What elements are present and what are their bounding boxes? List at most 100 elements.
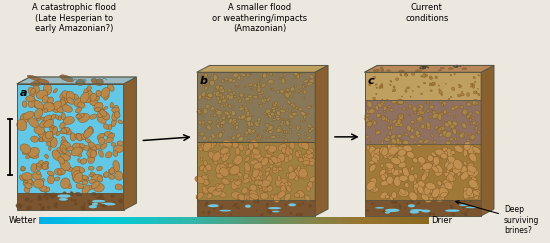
Ellipse shape — [262, 184, 268, 192]
Ellipse shape — [57, 148, 65, 154]
Ellipse shape — [211, 73, 213, 76]
Ellipse shape — [426, 122, 430, 128]
FancyBboxPatch shape — [310, 217, 312, 224]
Ellipse shape — [466, 139, 470, 142]
Ellipse shape — [31, 164, 37, 172]
Ellipse shape — [410, 120, 415, 124]
Ellipse shape — [268, 114, 272, 118]
Ellipse shape — [65, 182, 72, 189]
Ellipse shape — [394, 206, 397, 207]
Ellipse shape — [60, 178, 70, 189]
FancyBboxPatch shape — [41, 217, 43, 224]
Ellipse shape — [45, 131, 53, 139]
FancyBboxPatch shape — [356, 217, 358, 224]
FancyBboxPatch shape — [334, 217, 335, 224]
Ellipse shape — [24, 180, 28, 183]
Ellipse shape — [468, 206, 472, 210]
Ellipse shape — [381, 117, 386, 121]
Ellipse shape — [60, 142, 70, 150]
Ellipse shape — [302, 202, 304, 205]
Ellipse shape — [410, 200, 414, 203]
Ellipse shape — [231, 127, 234, 129]
FancyBboxPatch shape — [156, 217, 157, 224]
Ellipse shape — [248, 145, 255, 149]
Ellipse shape — [55, 177, 60, 181]
FancyBboxPatch shape — [424, 217, 425, 224]
Ellipse shape — [468, 192, 476, 198]
Ellipse shape — [283, 131, 285, 133]
Ellipse shape — [299, 107, 302, 111]
Ellipse shape — [236, 207, 238, 209]
Ellipse shape — [398, 149, 406, 156]
Ellipse shape — [87, 127, 92, 131]
Ellipse shape — [369, 141, 371, 143]
FancyBboxPatch shape — [76, 217, 78, 224]
Ellipse shape — [108, 124, 112, 130]
Ellipse shape — [398, 177, 403, 182]
Ellipse shape — [237, 195, 242, 200]
FancyBboxPatch shape — [318, 217, 320, 224]
FancyBboxPatch shape — [376, 217, 377, 224]
Ellipse shape — [382, 99, 383, 100]
Ellipse shape — [235, 181, 241, 185]
Ellipse shape — [440, 192, 448, 197]
FancyBboxPatch shape — [197, 217, 199, 224]
Ellipse shape — [44, 192, 49, 196]
Ellipse shape — [372, 76, 376, 79]
FancyBboxPatch shape — [365, 217, 367, 224]
Ellipse shape — [72, 166, 80, 177]
Ellipse shape — [248, 128, 252, 134]
Ellipse shape — [376, 113, 381, 117]
Ellipse shape — [276, 115, 280, 120]
Ellipse shape — [418, 157, 425, 164]
FancyBboxPatch shape — [280, 217, 282, 224]
Ellipse shape — [367, 122, 372, 127]
Ellipse shape — [228, 95, 233, 100]
FancyBboxPatch shape — [349, 217, 351, 224]
Ellipse shape — [395, 100, 398, 103]
Ellipse shape — [299, 175, 304, 179]
Ellipse shape — [441, 153, 448, 159]
Ellipse shape — [290, 95, 293, 97]
Ellipse shape — [469, 123, 471, 124]
Ellipse shape — [417, 116, 422, 121]
Ellipse shape — [383, 106, 387, 111]
Ellipse shape — [280, 186, 286, 193]
Ellipse shape — [266, 202, 269, 207]
Ellipse shape — [227, 89, 231, 92]
Ellipse shape — [393, 200, 398, 204]
Ellipse shape — [469, 180, 477, 188]
Ellipse shape — [250, 197, 254, 201]
Ellipse shape — [412, 106, 416, 111]
Ellipse shape — [31, 136, 38, 142]
Ellipse shape — [250, 73, 252, 75]
Ellipse shape — [282, 118, 284, 120]
Ellipse shape — [215, 92, 220, 96]
Ellipse shape — [81, 205, 86, 211]
Ellipse shape — [366, 181, 376, 190]
Ellipse shape — [295, 151, 299, 158]
Ellipse shape — [477, 93, 480, 96]
FancyBboxPatch shape — [74, 217, 75, 224]
Ellipse shape — [267, 128, 270, 131]
FancyBboxPatch shape — [54, 217, 56, 224]
Ellipse shape — [277, 178, 288, 188]
Ellipse shape — [266, 123, 270, 128]
Ellipse shape — [454, 74, 455, 75]
Ellipse shape — [382, 115, 384, 117]
Ellipse shape — [76, 167, 85, 173]
Ellipse shape — [18, 126, 24, 129]
FancyBboxPatch shape — [345, 217, 348, 224]
Ellipse shape — [448, 172, 455, 177]
Ellipse shape — [252, 174, 261, 180]
Ellipse shape — [265, 187, 268, 192]
Ellipse shape — [392, 169, 402, 176]
FancyBboxPatch shape — [170, 217, 172, 224]
Ellipse shape — [45, 154, 48, 159]
Ellipse shape — [432, 82, 435, 86]
Ellipse shape — [470, 200, 472, 202]
Ellipse shape — [220, 205, 223, 209]
Ellipse shape — [39, 185, 48, 192]
FancyBboxPatch shape — [404, 217, 406, 224]
Ellipse shape — [369, 146, 376, 155]
